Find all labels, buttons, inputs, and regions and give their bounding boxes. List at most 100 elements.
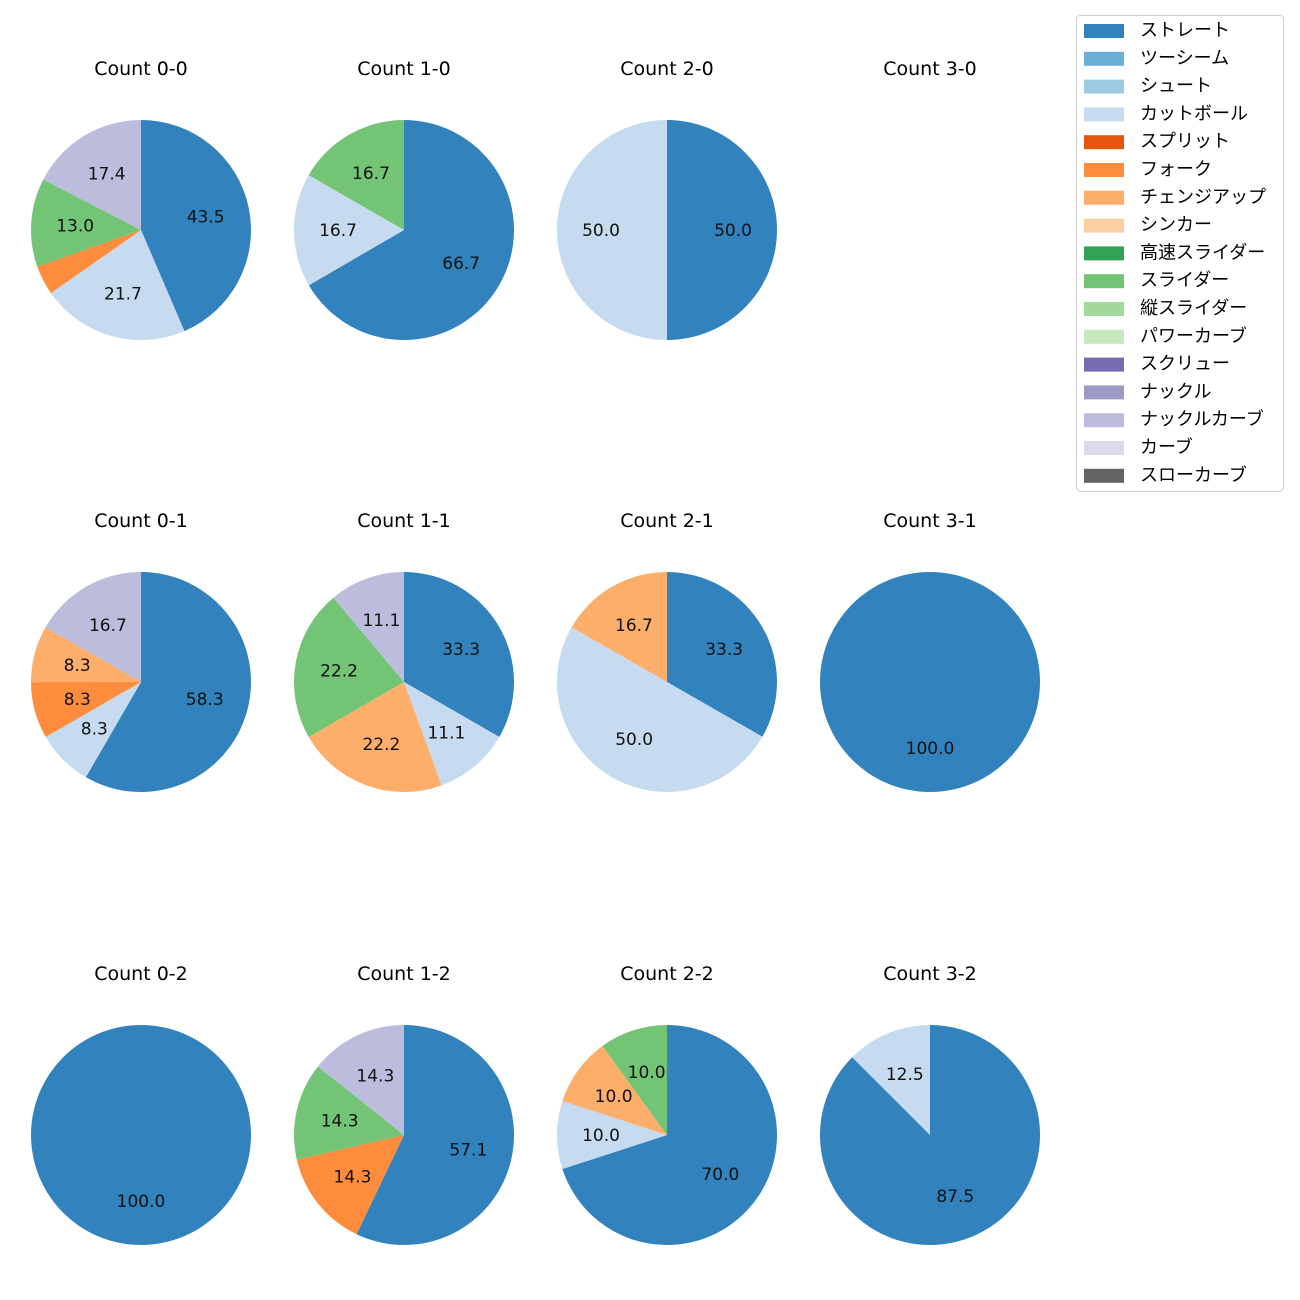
legend-label: 高速スライダー (1140, 242, 1265, 263)
pie-slice (37, 230, 141, 294)
slice-label: 8.3 (81, 720, 108, 740)
slice-label: 16.7 (352, 164, 390, 184)
slice-label: 33.3 (705, 640, 743, 660)
legend-label: チェンジアップ (1140, 187, 1266, 208)
slice-label: 66.7 (442, 254, 480, 274)
slice-label: 50.0 (615, 730, 653, 750)
slice-label: 17.4 (88, 165, 126, 185)
legend-swatch (1084, 24, 1124, 38)
legend-swatch (1084, 51, 1124, 66)
pie-slice (45, 682, 141, 778)
pie-title: Count 3-0 (883, 58, 977, 80)
pie-slice (296, 1135, 404, 1235)
slice-label: 16.7 (615, 616, 653, 636)
legend-label: パワーカーブ (1140, 325, 1247, 347)
legend-swatch (1084, 190, 1124, 205)
pie-slice (667, 120, 777, 340)
pie-slice (820, 572, 1040, 792)
pie-count-3-1: Count 3-1 100.0 (820, 510, 1040, 792)
pie-count-0-0: Count 0-0 43.5 21.7 13.0 17.4 (30, 58, 251, 340)
pie-slice (404, 572, 514, 737)
legend-label: スローカーブ (1140, 464, 1247, 486)
pie-count-0-2: Count 0-2 100.0 (31, 963, 251, 1245)
pie-title: Count 2-0 (620, 58, 714, 80)
pie-slice (557, 627, 763, 792)
legend-label: カットボール (1140, 103, 1248, 124)
slice-label: 14.3 (334, 1167, 372, 1187)
pie-slice (356, 1025, 514, 1245)
pie-count-1-1: Count 1-1 33.3 11.1 22.2 22.2 11.1 (294, 510, 514, 792)
slice-label: 33.3 (442, 640, 480, 660)
legend-label: シンカー (1140, 215, 1212, 236)
legend-swatch (1084, 468, 1124, 483)
slice-label: 22.2 (362, 735, 400, 755)
pie-title: Count 0-2 (94, 963, 188, 985)
legend-label: ナックル (1140, 381, 1211, 402)
slice-label: 10.0 (582, 1126, 620, 1146)
pie-slice (852, 1025, 930, 1135)
pie-slice (571, 572, 667, 682)
pie-slice (557, 120, 667, 340)
legend-label: カーブ (1140, 436, 1193, 458)
slice-label: 57.1 (449, 1141, 487, 1161)
pie-slice (602, 1025, 667, 1135)
pie-count-2-0: Count 2-0 50.0 50.0 (557, 58, 777, 340)
pie-slice (30, 627, 141, 683)
pie-slice (562, 1025, 778, 1245)
slice-label: 87.5 (936, 1187, 974, 1207)
pie-slice (141, 120, 251, 332)
legend-swatch (1084, 107, 1124, 122)
slice-label: 8.3 (64, 656, 91, 676)
pie-slice (333, 572, 404, 682)
legend-swatch (1084, 441, 1124, 455)
legend-swatch (1084, 163, 1124, 177)
pie-count-1-0: Count 1-0 66.7 16.7 16.7 (294, 58, 514, 340)
pie-title: Count 3-1 (883, 510, 977, 532)
legend-label: ストレート (1140, 20, 1230, 41)
slice-label: 11.1 (427, 724, 465, 744)
slice-label: 58.3 (186, 690, 224, 710)
slice-label: 43.5 (187, 208, 225, 228)
slice-label: 50.0 (582, 221, 620, 241)
pie-slice (562, 1046, 667, 1135)
legend-swatch (1084, 246, 1124, 261)
slice-label: 100.0 (117, 1192, 166, 1212)
legend-swatch (1084, 329, 1124, 344)
pie-count-0-1: Count 0-1 58.3 8.3 8.3 8.3 16.7 (30, 510, 251, 792)
pie-slice (293, 1066, 404, 1160)
slice-label: 12.5 (886, 1065, 924, 1085)
legend-label: スプリット (1140, 131, 1230, 152)
legend-swatch (1084, 135, 1124, 150)
slice-label: 10.0 (628, 1063, 666, 1083)
slice-label: 21.7 (104, 284, 142, 304)
pie-slice (30, 179, 142, 267)
legend-swatch (1084, 302, 1124, 316)
slice-label: 14.3 (356, 1067, 394, 1087)
pie-slice (308, 682, 442, 792)
pie-title: Count 3-2 (883, 963, 977, 985)
slice-label: 14.3 (321, 1111, 359, 1131)
slice-label: 10.0 (595, 1087, 633, 1107)
slice-label: 50.0 (714, 221, 752, 241)
pie-slice (85, 572, 251, 792)
slice-label: 11.1 (362, 611, 400, 631)
pie-slice (294, 175, 404, 286)
legend-swatch (1084, 218, 1124, 233)
pie-slice (50, 230, 185, 340)
pie-slice (294, 597, 404, 737)
legend-swatch (1084, 79, 1124, 94)
pie-title: Count 0-0 (94, 58, 188, 80)
pie-slice (404, 682, 500, 786)
legend-swatch (1084, 274, 1124, 289)
pie-slice (557, 1101, 667, 1169)
legend: ストレートツーシームシュートカットボールスプリットフォークチェンジアップシンカー… (1076, 15, 1284, 492)
legend-swatch (1084, 357, 1124, 372)
pie-title: Count 1-1 (357, 510, 451, 532)
slice-label: 13.0 (56, 217, 94, 237)
pie-count-1-2: Count 1-2 57.1 14.3 14.3 14.3 (293, 963, 514, 1245)
pie-title: Count 0-1 (94, 510, 188, 532)
legend-swatch (1084, 385, 1124, 400)
slice-label: 8.3 (64, 690, 91, 710)
pie-title: Count 2-1 (620, 510, 714, 532)
